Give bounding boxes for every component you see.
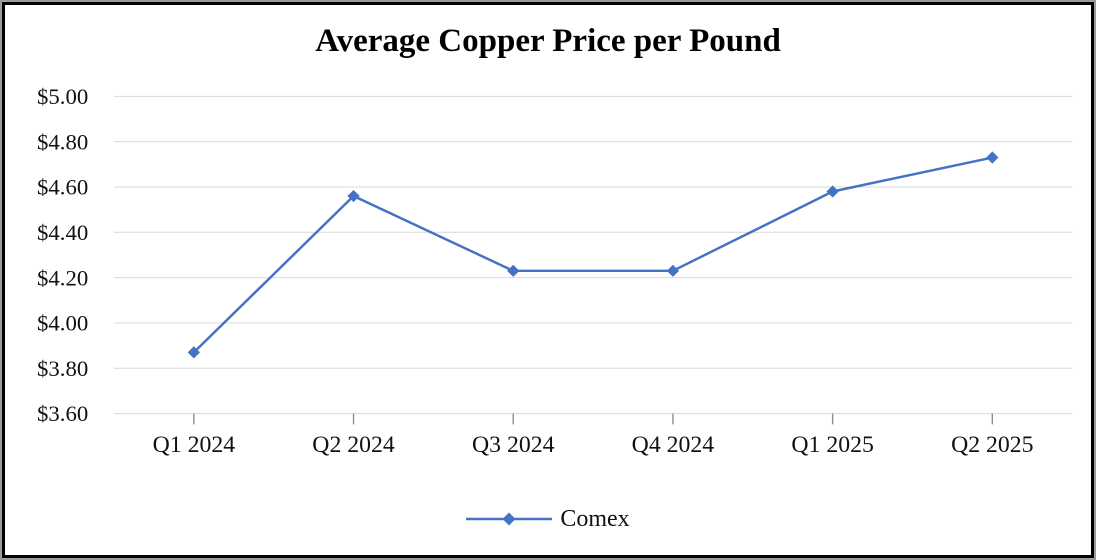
data-point-marker [187,346,200,359]
y-axis-label: $4.20 [37,265,88,290]
x-axis-label: Q1 2025 [791,432,874,458]
y-axis-label: $5.00 [37,84,88,109]
data-point-marker [666,264,680,277]
chart-title: Average Copper Price per Pound [315,23,781,59]
legend-line-marker-icon [466,512,553,526]
legend: Comex [5,507,1091,531]
y-axis-label: $3.80 [37,356,88,381]
data-point-marker [507,264,520,277]
data-point-marker [986,151,999,164]
x-axis-label: Q3 2024 [472,432,555,458]
y-axis-label: $4.00 [37,311,88,336]
copper-price-line-chart: $3.60 $3.80 $4.00 $4.20 $4.40 $4.60 $4.80 $5.00… [37,84,1073,458]
y-axis-label: $4.40 [37,220,88,245]
legend-label: Comex [560,506,630,532]
series-line [192,156,993,354]
y-axis-label: $4.60 [37,175,88,200]
x-axis-label: Q1 2024 [153,432,236,458]
x-axis-label: Q2 2024 [312,432,395,458]
x-axis-label: Q4 2024 [632,432,715,458]
x-axis-label: Q2 2025 [951,432,1034,458]
data-point-marker [347,189,360,203]
legend-diamond-marker-icon [502,512,516,526]
y-axis-label: $4.80 [37,129,88,154]
data-point-marker [826,185,839,198]
y-axis-label: $3.60 [37,401,88,426]
